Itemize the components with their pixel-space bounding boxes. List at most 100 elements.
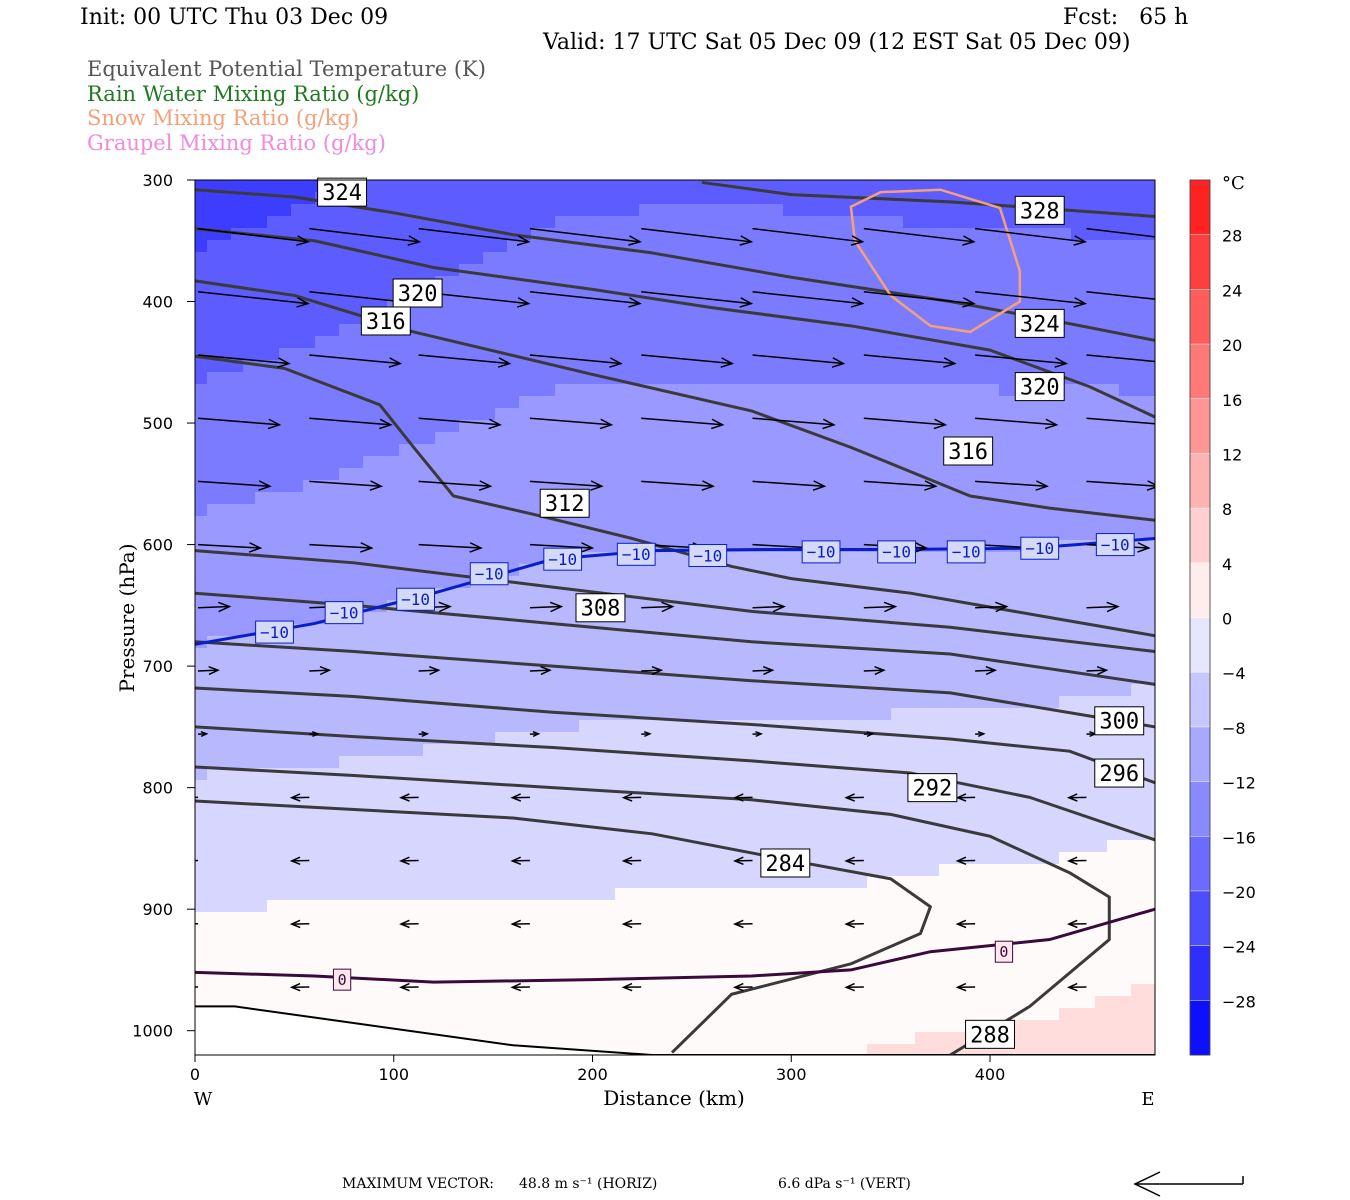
temperature-fill-cell <box>351 924 364 937</box>
temperature-fill-cell <box>423 192 436 205</box>
temperature-fill-cell <box>831 216 844 229</box>
temperature-fill-cell <box>219 828 232 841</box>
temperature-fill-cell <box>363 420 376 433</box>
temperature-fill-cell <box>495 480 508 493</box>
temperature-fill-cell <box>759 780 772 793</box>
temperature-fill-cell <box>279 600 292 613</box>
temperature-fill-cell <box>423 1020 436 1033</box>
temperature-fill-cell <box>663 648 676 661</box>
temperature-fill-cell <box>615 840 628 853</box>
temperature-fill-cell <box>615 384 628 397</box>
temperature-fill-cell <box>543 468 556 481</box>
temperature-fill-cell <box>723 1032 736 1045</box>
temperature-fill-cell <box>267 240 280 253</box>
temperature-fill-cell <box>195 504 208 517</box>
temperature-fill-cell <box>411 396 424 409</box>
temperature-fill-cell <box>471 960 484 973</box>
temperature-fill-cell <box>231 252 244 265</box>
temperature-fill-cell <box>747 492 760 505</box>
temperature-fill-cell <box>243 960 256 973</box>
temperature-fill-cell <box>327 840 340 853</box>
temperature-fill-cell <box>255 744 268 757</box>
temperature-fill-cell <box>975 972 988 985</box>
temperature-fill-cell <box>471 180 484 193</box>
temperature-fill-cell <box>363 360 376 373</box>
temperature-fill-cell <box>651 564 664 577</box>
temperature-fill-cell <box>531 564 544 577</box>
temperature-fill-cell <box>351 744 364 757</box>
temperature-fill-cell <box>699 420 712 433</box>
temperature-fill-cell <box>651 516 664 529</box>
temperature-fill-cell <box>555 576 568 589</box>
temperature-fill-cell <box>315 468 328 481</box>
temperature-fill-cell <box>699 732 712 745</box>
temperature-fill-cell <box>375 576 388 589</box>
temperature-fill-cell <box>795 912 808 925</box>
temperature-fill-cell <box>423 660 436 673</box>
temperature-fill-cell <box>447 684 460 697</box>
temperature-fill-cell <box>447 864 460 877</box>
temperature-fill-cell <box>687 360 700 373</box>
temperature-fill-cell <box>915 708 928 721</box>
temperature-fill-cell <box>951 864 964 877</box>
temperature-fill-cell <box>555 696 568 709</box>
temperature-fill-cell <box>291 384 304 397</box>
temperature-fill-cell <box>495 588 508 601</box>
temperature-fill-cell <box>675 588 688 601</box>
temperature-fill-cell <box>399 960 412 973</box>
temperature-fill-cell <box>915 324 928 337</box>
temperature-fill-cell <box>555 204 568 217</box>
temperature-fill-cell <box>483 300 496 313</box>
temperature-fill-cell <box>447 696 460 709</box>
temperature-fill-cell <box>963 840 976 853</box>
temperature-fill-cell <box>363 768 376 781</box>
temperature-fill-cell <box>951 948 964 961</box>
temperature-fill-cell <box>963 924 976 937</box>
temperature-fill-cell <box>243 732 256 745</box>
temperature-fill-cell <box>879 720 892 733</box>
temperature-fill-cell <box>831 468 844 481</box>
temperature-fill-cell <box>579 876 592 889</box>
temperature-fill-cell <box>819 876 832 889</box>
temperature-fill-cell <box>459 936 472 949</box>
temperature-fill-cell <box>687 312 700 325</box>
temperature-fill-cell <box>879 792 892 805</box>
temperature-fill-cell <box>219 864 232 877</box>
temperature-fill-cell <box>651 1008 664 1021</box>
temperature-fill-cell <box>975 900 988 913</box>
temperature-fill-cell <box>723 828 736 841</box>
valid-time: Valid: 17 UTC Sat 05 Dec 09 (12 EST Sat … <box>543 30 1131 55</box>
temperature-fill-cell <box>567 768 580 781</box>
temperature-fill-cell <box>279 432 292 445</box>
temperature-fill-cell <box>843 588 856 601</box>
temperature-fill-cell <box>243 372 256 385</box>
temperature-fill-cell <box>711 372 724 385</box>
temperature-fill-cell <box>483 552 496 565</box>
temperature-fill-cell <box>531 264 544 277</box>
temperature-fill-cell <box>843 948 856 961</box>
temperature-fill-cell <box>735 372 748 385</box>
temperature-fill-cell <box>711 324 724 337</box>
temperature-fill-cell <box>675 744 688 757</box>
temperature-fill-cell <box>963 912 976 925</box>
temperature-fill-cell <box>687 348 700 361</box>
temperature-fill-cell <box>843 876 856 889</box>
temperature-fill-cell <box>411 888 424 901</box>
temperature-fill-cell <box>483 456 496 469</box>
temperature-fill-cell <box>375 276 388 289</box>
temperature-fill-cell <box>771 780 784 793</box>
temperature-fill-cell <box>807 948 820 961</box>
temperature-fill-cell <box>243 924 256 937</box>
temperature-fill-cell <box>399 996 412 1009</box>
temperature-fill-cell <box>507 972 520 985</box>
temperature-fill-cell <box>591 564 604 577</box>
temperature-fill-cell <box>567 348 580 361</box>
temperature-fill-cell <box>435 204 448 217</box>
temperature-fill-cell <box>915 1008 928 1021</box>
temperature-fill-cell <box>879 816 892 829</box>
temperature-fill-cell <box>999 456 1012 469</box>
temperature-fill-cell <box>339 684 352 697</box>
temperature-fill-cell <box>975 240 988 253</box>
temperature-fill-cell <box>663 1008 676 1021</box>
temperature-fill-cell <box>687 648 700 661</box>
